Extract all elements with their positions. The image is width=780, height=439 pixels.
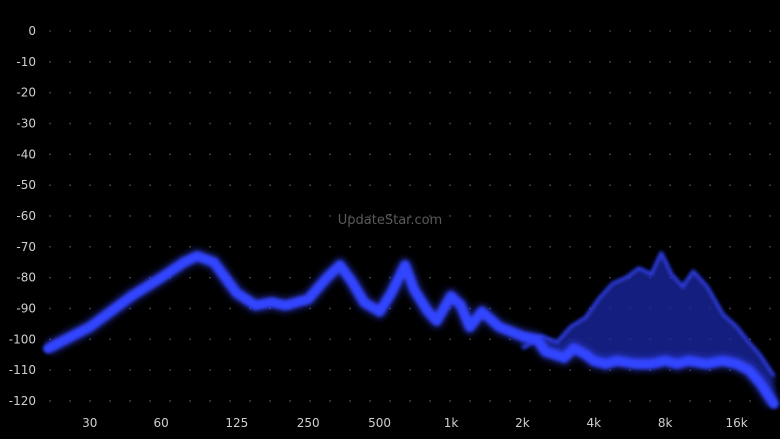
y-tick-label: -60: [16, 209, 36, 223]
grid-dots: [49, 30, 771, 402]
x-tick-label: 1k: [444, 416, 459, 430]
x-tick-label: 16k: [726, 416, 748, 430]
spectrum-peak-area: [522, 253, 774, 404]
y-tick-label: -120: [9, 394, 36, 408]
y-tick-label: -40: [16, 147, 36, 161]
x-tick-label: 500: [368, 416, 391, 430]
spectrum-main-trace: [43, 251, 779, 409]
spectrum-plot: [43, 248, 780, 409]
y-tick-label: -30: [16, 116, 36, 130]
x-tick-label: 8k: [658, 416, 673, 430]
y-tick-label: -110: [9, 363, 36, 377]
x-tick-label: 2k: [515, 416, 530, 430]
x-tick-label: 125: [225, 416, 248, 430]
y-tick-label: -80: [16, 271, 36, 285]
x-axis: 30 60 125 250 500 1k 2k 4k 8k 16k: [82, 416, 748, 430]
y-tick-label: -10: [16, 55, 36, 69]
x-tick-label: 250: [297, 416, 320, 430]
x-tick-label: 60: [154, 416, 169, 430]
x-tick-label: 30: [82, 416, 97, 430]
spectrum-peak-trace: [521, 251, 776, 378]
y-tick-label: -50: [16, 178, 36, 192]
y-axis: 0 -10 -20 -30 -40 -50 -60 -70 -80 -90 -100 -110 -120: [9, 24, 36, 408]
grid-dot-rows: [49, 30, 771, 402]
y-tick-label: -20: [16, 86, 36, 100]
y-tick-label: 0: [28, 24, 36, 38]
x-tick-label: 4k: [587, 416, 602, 430]
y-tick-label: -70: [16, 240, 36, 254]
y-tick-label: -90: [16, 301, 36, 315]
y-tick-label: -100: [9, 332, 36, 346]
watermark: UpdateStar.com: [338, 213, 442, 228]
